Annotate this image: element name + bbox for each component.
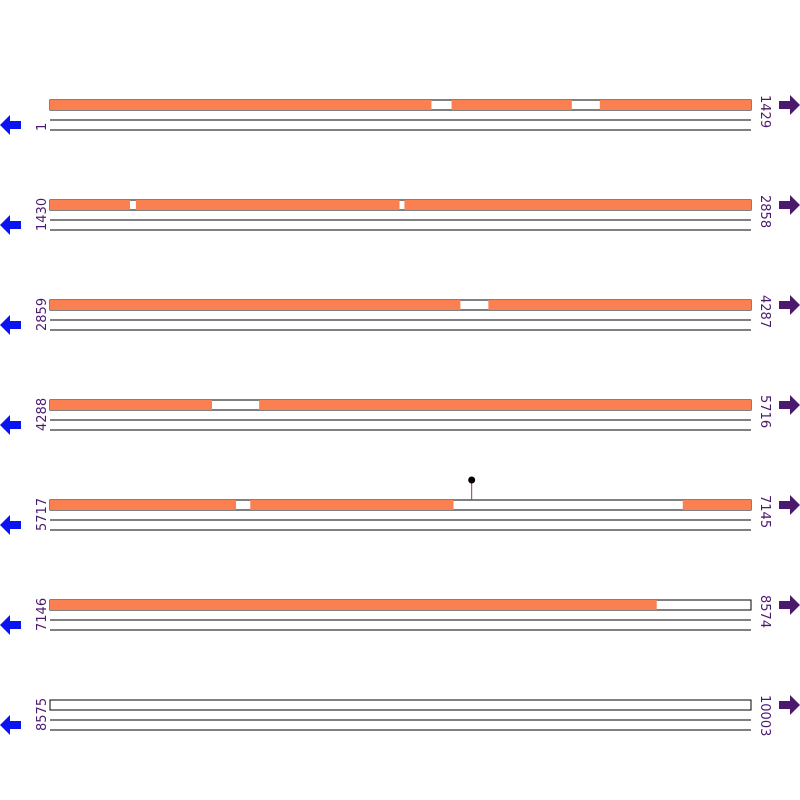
block bbox=[451, 100, 572, 110]
end-label: 5716 bbox=[757, 395, 772, 428]
start-label: 4288 bbox=[35, 398, 50, 431]
start-label: 8575 bbox=[35, 698, 50, 731]
block bbox=[259, 400, 751, 410]
end-label: 8574 bbox=[757, 595, 772, 628]
end-label: 4287 bbox=[757, 295, 772, 328]
left-arrow bbox=[0, 515, 21, 535]
block bbox=[50, 100, 432, 110]
block bbox=[50, 600, 657, 610]
track-outline bbox=[49, 699, 752, 711]
left-arrow bbox=[0, 615, 21, 635]
block bbox=[488, 300, 751, 310]
end-label: 7145 bbox=[757, 495, 772, 528]
end-label: 2858 bbox=[757, 195, 772, 228]
block bbox=[404, 200, 751, 210]
start-label: 1430 bbox=[35, 198, 50, 231]
block bbox=[50, 500, 237, 510]
block bbox=[50, 200, 131, 210]
start-label: 1 bbox=[35, 123, 50, 131]
marker-head bbox=[468, 476, 476, 484]
block bbox=[50, 400, 212, 410]
left-arrow bbox=[0, 315, 21, 335]
block bbox=[50, 300, 461, 310]
block bbox=[135, 200, 400, 210]
start-label: 2859 bbox=[35, 298, 50, 331]
right-arrow bbox=[779, 495, 800, 515]
right-arrow bbox=[779, 195, 800, 215]
right-arrow bbox=[779, 95, 800, 115]
right-arrow bbox=[779, 695, 800, 715]
right-arrow bbox=[779, 395, 800, 415]
start-label: 7146 bbox=[35, 598, 50, 631]
end-label: 10003 bbox=[757, 695, 772, 736]
block bbox=[682, 500, 751, 510]
left-arrow bbox=[0, 415, 21, 435]
end-label: 1429 bbox=[757, 95, 772, 128]
left-arrow bbox=[0, 115, 21, 135]
right-arrow bbox=[779, 295, 800, 315]
left-arrow bbox=[0, 715, 21, 735]
left-arrow bbox=[0, 215, 21, 235]
block bbox=[250, 500, 454, 510]
right-arrow bbox=[779, 595, 800, 615]
block bbox=[599, 100, 751, 110]
start-label: 5717 bbox=[35, 498, 50, 531]
